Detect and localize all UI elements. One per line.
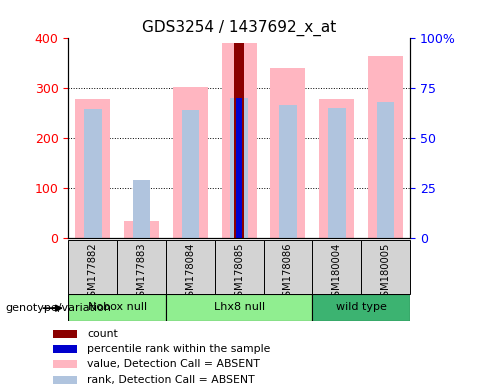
Bar [53, 376, 77, 384]
Bar [182, 110, 199, 238]
Text: GSM178084: GSM178084 [185, 243, 195, 303]
Title: GDS3254 / 1437692_x_at: GDS3254 / 1437692_x_at [142, 20, 336, 36]
Bar [270, 68, 305, 238]
Text: genotype/variation: genotype/variation [5, 303, 111, 313]
Text: Lhx8 null: Lhx8 null [214, 302, 264, 312]
Text: Nobox null: Nobox null [87, 302, 147, 312]
Bar [166, 240, 215, 294]
Bar [222, 43, 257, 238]
Bar [312, 294, 410, 321]
Text: wild type: wild type [336, 302, 386, 312]
Text: GSM178085: GSM178085 [234, 243, 244, 303]
Bar [234, 43, 244, 238]
Bar [236, 98, 242, 238]
Bar [53, 329, 77, 338]
Text: GSM178086: GSM178086 [283, 243, 293, 303]
Bar [68, 240, 117, 294]
Text: GSM180004: GSM180004 [332, 243, 342, 303]
Bar [84, 109, 102, 238]
Text: GSM177882: GSM177882 [88, 243, 98, 303]
Bar [312, 240, 361, 294]
Bar [166, 294, 312, 321]
Bar [173, 87, 208, 238]
Text: count: count [87, 329, 118, 339]
Bar [377, 102, 394, 238]
Text: GSM177883: GSM177883 [137, 243, 146, 303]
Text: rank, Detection Call = ABSENT: rank, Detection Call = ABSENT [87, 375, 255, 384]
Bar [53, 345, 77, 353]
Bar [53, 360, 77, 368]
Bar [117, 240, 166, 294]
Bar [68, 294, 166, 321]
Text: value, Detection Call = ABSENT: value, Detection Call = ABSENT [87, 359, 260, 369]
Bar [264, 240, 312, 294]
Bar [133, 180, 150, 238]
Bar [124, 220, 159, 238]
Bar [328, 108, 346, 238]
Bar [361, 240, 410, 294]
Bar [279, 105, 297, 238]
Text: GSM180005: GSM180005 [381, 243, 390, 303]
Bar [319, 99, 354, 238]
Bar [75, 99, 110, 238]
Text: percentile rank within the sample: percentile rank within the sample [87, 344, 271, 354]
Bar [368, 56, 403, 238]
Bar [230, 98, 248, 238]
Bar [215, 240, 264, 294]
